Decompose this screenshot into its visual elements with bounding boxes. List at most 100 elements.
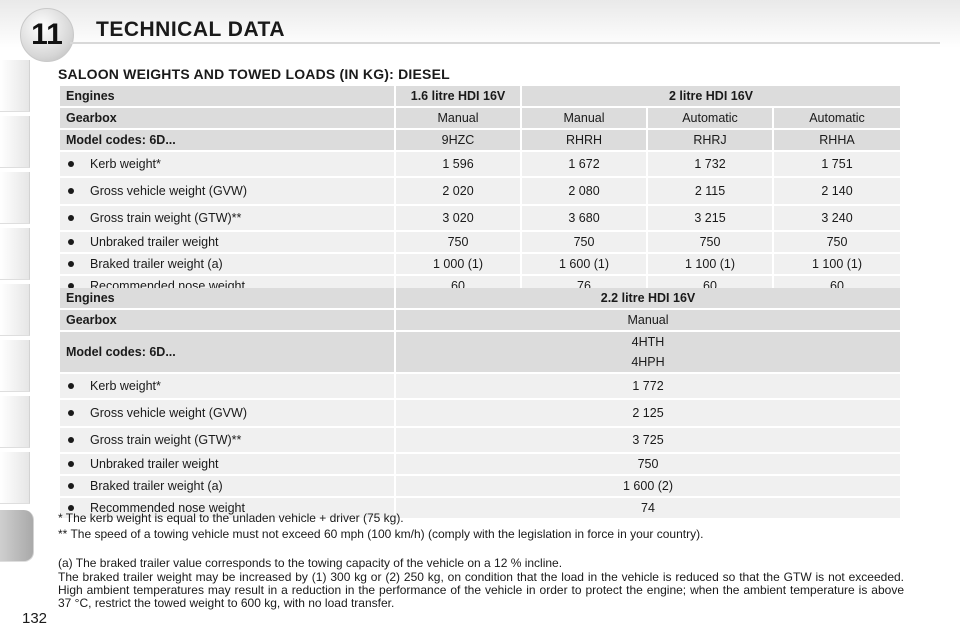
model-codes-label: Model codes: 6D... [60,332,394,372]
table-row: Kerb weight* 1 772 [60,374,900,398]
footnote-braked-trailer: (a) The braked trailer value corresponds… [58,556,563,570]
table-cell: RHRH [522,130,646,150]
row-label-text: Braked trailer weight (a) [90,257,223,271]
row-label: Gross train weight (GTW)** [60,428,394,452]
gearbox-label: Gearbox [60,310,394,330]
engine-header: 2.2 litre HDI 16V [396,288,900,308]
row-label: Gross train weight (GTW)** [60,206,394,230]
weights-table-2: Engines 2.2 litre HDI 16V Gearbox Manual… [58,286,902,520]
table-row: Unbraked trailer weight 750 [60,454,900,474]
engines-label: Engines [60,288,394,308]
table-cell: 1 772 [396,374,900,398]
table-cell: 1 751 [774,152,900,176]
engine-header: 1.6 litre HDI 16V [396,86,520,106]
table-cell: 3 680 [522,206,646,230]
row-label: Braked trailer weight (a) [60,254,394,274]
bullet-icon [68,283,74,290]
table-cell: 1 596 [396,152,520,176]
row-label-text: Kerb weight* [90,379,161,393]
side-tab[interactable] [0,172,30,224]
row-label-text: Braked trailer weight (a) [90,479,223,493]
engine-header: 2 litre HDI 16V [522,86,900,106]
side-tab[interactable] [0,396,30,448]
table-row: Model codes: 6D... 9HZC RHRH RHRJ RHHA [60,130,900,150]
row-label: Braked trailer weight (a) [60,476,394,496]
table-cell: 2 125 [396,400,900,426]
table-cell: 1 100 (1) [774,254,900,274]
header-band [0,0,960,48]
table-cell: Manual [522,108,646,128]
table-cell: 750 [522,232,646,252]
section-title: SALOON WEIGHTS AND TOWED LOADS (IN KG): … [58,66,450,82]
table-row: Gross vehicle weight (GVW) 2 125 [60,400,900,426]
page-title: TECHNICAL DATA [96,18,285,41]
table-cell: RHRJ [648,130,772,150]
row-label-text: Unbraked trailer weight [90,457,219,471]
bullet-icon [68,461,74,468]
row-label: Kerb weight* [60,152,394,176]
bullet-icon [68,239,74,246]
page-number: 132 [22,610,48,627]
table-cell: 1 672 [522,152,646,176]
table-cell: 750 [396,454,900,474]
side-tab[interactable] [0,116,30,168]
bullet-icon [68,437,74,444]
bullet-icon [68,261,74,268]
row-label: Gross vehicle weight (GVW) [60,178,394,204]
row-label-text: Gross train weight (GTW)** [90,433,242,447]
model-codes-cell: 4HTH 4HPH [396,332,900,372]
table-cell: 3 020 [396,206,520,230]
side-tab[interactable] [0,60,30,112]
title-divider [70,42,940,44]
gearbox-label: Gearbox [60,108,394,128]
row-label: Unbraked trailer weight [60,232,394,252]
table-cell: 1 600 (1) [522,254,646,274]
footnote-kerb-weight: * The kerb weight is equal to the unlade… [58,511,404,525]
weights-table-1: Engines 1.6 litre HDI 16V 2 litre HDI 16… [58,84,902,298]
side-tab[interactable] [0,228,30,280]
footnote-towing-speed: ** The speed of a towing vehicle must no… [58,527,704,541]
footnote-braked-increase: The braked trailer weight may be increas… [58,570,904,610]
table-cell: 74 [396,498,900,518]
bullet-icon [68,383,74,390]
table-cell: 3 725 [396,428,900,452]
table-cell: 9HZC [396,130,520,150]
side-tab-current-chapter[interactable] [0,510,34,562]
side-tab[interactable] [0,284,30,336]
table-row: Gross vehicle weight (GVW) 2 020 2 080 2… [60,178,900,204]
row-label-text: Kerb weight* [90,157,161,171]
table-cell: 750 [648,232,772,252]
model-code: 4HPH [631,355,665,369]
side-tab[interactable] [0,340,30,392]
chapter-side-tabs [0,60,36,580]
bullet-icon [68,215,74,222]
table-cell: Manual [396,310,900,330]
table-row: Unbraked trailer weight 750 750 750 750 [60,232,900,252]
row-label: Gross vehicle weight (GVW) [60,400,394,426]
side-tab[interactable] [0,452,30,504]
table-row: Engines 1.6 litre HDI 16V 2 litre HDI 16… [60,86,900,106]
bullet-icon [68,410,74,417]
row-label-text: Gross vehicle weight (GVW) [90,406,247,420]
table-row: Model codes: 6D... 4HTH 4HPH [60,332,900,372]
table-cell: 1 732 [648,152,772,176]
table-cell: 2 020 [396,178,520,204]
table-cell: Manual [396,108,520,128]
table-row: Gross train weight (GTW)** 3 725 [60,428,900,452]
row-label: Unbraked trailer weight [60,454,394,474]
bullet-icon [68,161,74,168]
table-row: Recommended nose weight 74 [60,498,900,518]
row-label-text: Unbraked trailer weight [90,235,219,249]
table-cell: 3 240 [774,206,900,230]
table-row: Braked trailer weight (a) 1 600 (2) [60,476,900,496]
table-cell: 750 [774,232,900,252]
row-label: Kerb weight* [60,374,394,398]
table-cell: 2 140 [774,178,900,204]
row-label: Recommended nose weight [60,498,394,518]
table-cell: 1 600 (2) [396,476,900,496]
table-row: Gross train weight (GTW)** 3 020 3 680 3… [60,206,900,230]
row-label-text: Recommended nose weight [90,501,245,515]
row-label-text: Gross vehicle weight (GVW) [90,184,247,198]
chapter-number-badge: 11 [20,8,74,62]
table-cell: 3 215 [648,206,772,230]
